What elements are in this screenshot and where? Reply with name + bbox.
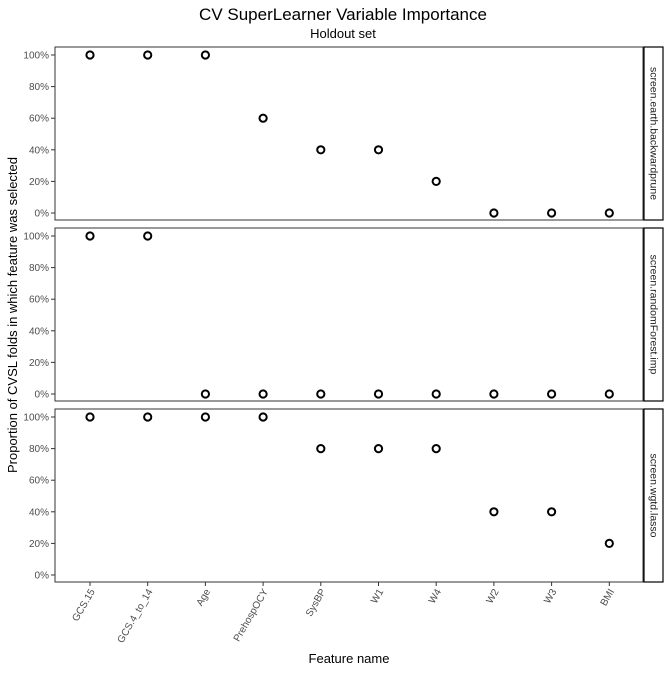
data-point [431,444,441,454]
x-tick-label: W4 [427,587,444,606]
facet-panels: screen.earth.backwardprune 0% 20% 40% 60% 80%… [23,46,664,645]
facet-strip-label: screen.randomForest.imp [648,255,660,375]
y-tick-label: 40% [29,145,49,156]
panel-border [54,227,644,402]
panel-border [54,408,644,583]
data-point [489,507,499,517]
data-point [373,389,384,399]
y-tick-label: 0% [35,571,50,582]
y-tick-label: 40% [29,326,49,337]
y-tick-label: 80% [29,263,49,274]
data-point [258,113,268,123]
data-point [85,231,95,241]
data-point [547,208,557,218]
facet-panel: screen.wgtd.lasso 0% 20% 40% 60% 80% 100% [23,408,664,583]
data-point [431,389,441,399]
x-tick-label: BMI [599,587,617,608]
x-tick-label: W1 [369,587,386,606]
y-tick-label: 100% [23,232,49,243]
y-axis-title: Proportion of CVSL folds in which featur… [5,157,20,473]
data-point [547,507,557,517]
facet-panel: screen.earth.backwardprune 0% 20% 40% 60% 80%… [23,46,664,221]
data-point [373,444,384,454]
y-tick-label: 0% [35,390,50,401]
data-point [258,389,268,399]
facet-strip-label: screen.wgtd.lasso [648,453,660,537]
y-tick-label: 100% [23,413,49,424]
data-point [85,50,95,60]
x-axis-title: Feature name [309,651,390,666]
data-point [143,50,153,60]
chart-title: CV SuperLearner Variable Importance [199,5,487,24]
y-tick-label: 40% [29,507,49,518]
y-tick-label: 80% [29,444,49,455]
data-point [258,412,268,422]
y-tick-label: 60% [29,114,49,125]
data-point [373,145,384,155]
data-point [85,412,95,422]
facet-strip [643,46,664,221]
y-tick-label: 0% [35,209,50,220]
y-tick-label: 20% [29,177,49,188]
panel-border [54,46,644,221]
data-point [604,208,614,218]
x-tick-label: W3 [542,587,559,606]
x-tick-label: SysBP [304,587,329,619]
y-tick-label: 20% [29,539,49,550]
facet-strip [643,227,664,402]
data-point [200,389,210,399]
x-tick-label: GCS.15 [70,587,98,624]
data-point [604,538,614,549]
facet-strip [643,408,664,583]
x-tick-label: Age [195,587,214,608]
x-tick-label: W2 [485,587,502,606]
data-point [143,412,153,422]
data-point [316,444,326,454]
y-tick-label: 80% [29,82,49,93]
data-point [143,231,153,241]
x-tick-label: GCS.4_to_14 [116,587,156,645]
data-point [489,208,499,218]
facet-strip-label: screen.earth.backwardprune [648,67,660,200]
y-tick-label: 60% [29,295,49,306]
data-point [200,50,210,60]
data-point [200,412,210,422]
y-tick-label: 60% [29,476,49,487]
data-point [604,389,614,399]
y-tick-label: 20% [29,358,49,369]
data-point [547,389,557,399]
x-tick-label: PrehospOCY [232,587,271,644]
y-tick-label: 100% [23,51,49,62]
facet-panel: screen.randomForest.imp 0% 20% 40% 60% 80% 100… [23,227,664,402]
data-point [316,145,326,155]
data-point [431,176,441,186]
chart-subtitle: Holdout set [310,26,376,41]
data-point [489,389,499,399]
data-point [316,389,326,399]
